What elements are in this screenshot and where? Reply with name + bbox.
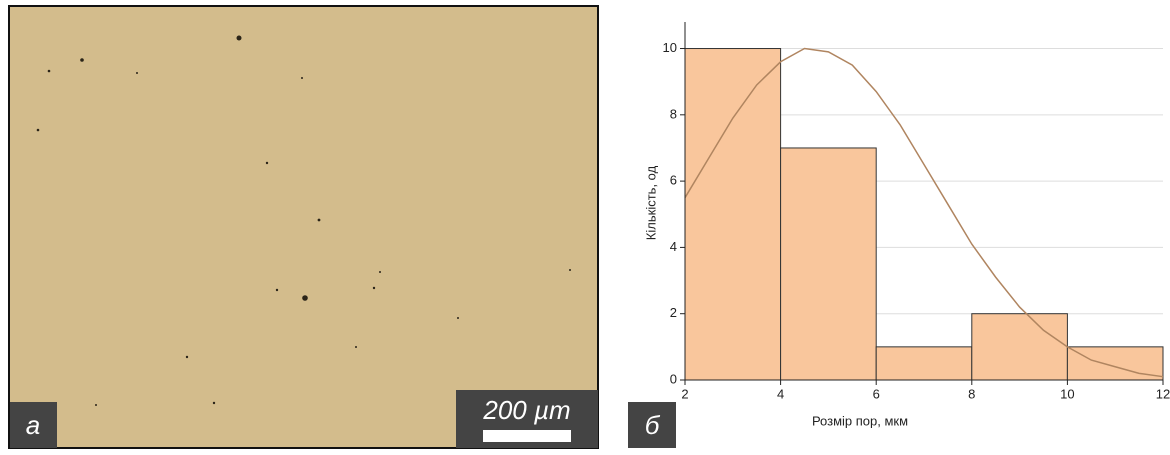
y-tick-label: 2	[670, 305, 677, 320]
bar	[876, 347, 972, 380]
y-axis-title: Кількість, од	[643, 165, 658, 240]
bar	[972, 314, 1068, 380]
x-tick-label: 10	[1060, 386, 1074, 401]
panel-label: б	[645, 410, 661, 440]
micrograph-image	[9, 6, 598, 448]
scale-bar-label: 200 µm	[482, 395, 570, 425]
y-tick-label: 4	[670, 239, 677, 254]
y-tick-label: 10	[663, 40, 677, 55]
page: а 200 µm Розмір пор, мкм Кількість, од б…	[0, 0, 1170, 450]
y-tick-label: 6	[670, 173, 677, 188]
x-tick-label: 6	[873, 386, 880, 401]
y-tick-label: 0	[670, 371, 677, 386]
x-tick-label: 12	[1156, 386, 1170, 401]
x-axis-title: Розмір пор, мкм	[812, 413, 908, 428]
x-tick-label: 8	[968, 386, 975, 401]
x-tick-label: 4	[777, 386, 784, 401]
y-tick-label: 8	[670, 106, 677, 121]
bar	[781, 148, 877, 380]
scale-bar	[483, 430, 571, 442]
micrograph: а 200 µm	[9, 6, 598, 448]
panel-label: а	[26, 410, 40, 440]
histogram-chart: Розмір пор, мкм Кількість, од б 02468102…	[628, 22, 1170, 448]
figure: а 200 µm Розмір пор, мкм Кількість, од б…	[0, 0, 1170, 450]
x-tick-label: 2	[681, 386, 688, 401]
bar	[685, 49, 781, 380]
